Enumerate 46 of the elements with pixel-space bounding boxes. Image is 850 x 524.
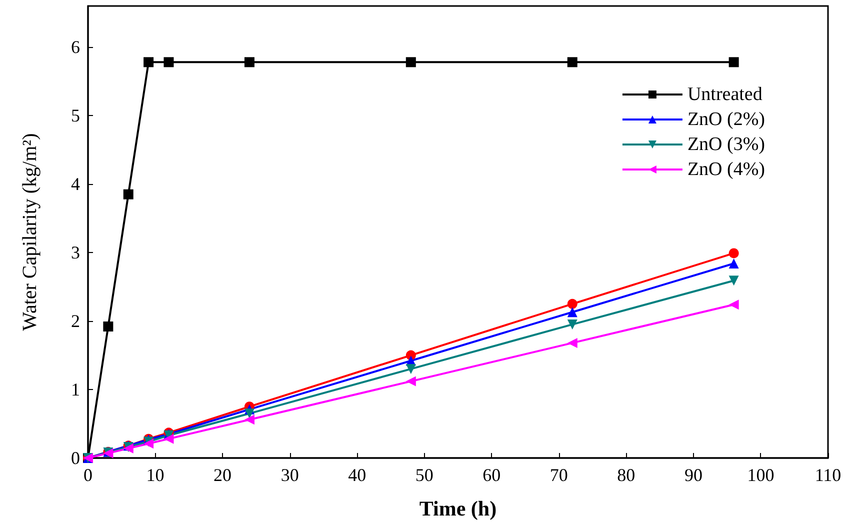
legend-label: ZnO (2%) <box>687 109 766 130</box>
y-tick-label: 0 <box>71 448 80 468</box>
x-tick-label: 30 <box>280 465 299 485</box>
point <box>103 322 114 332</box>
point <box>567 57 578 68</box>
point <box>406 376 416 386</box>
x-tick-label: 110 <box>814 465 842 485</box>
y-tick-label: 6 <box>71 37 80 58</box>
point <box>728 300 739 310</box>
legend-label: Untreated <box>687 84 763 105</box>
point <box>567 338 578 348</box>
y-tick-label: 3 <box>71 242 80 263</box>
x-tick-label: 0 <box>84 465 92 485</box>
x-tick-label: 80 <box>617 465 636 485</box>
point <box>567 298 578 309</box>
point <box>567 319 578 330</box>
y-tick-label: 4 <box>71 174 80 194</box>
point <box>164 434 174 444</box>
point <box>567 307 578 318</box>
x-tick-label: 50 <box>415 465 434 485</box>
y-tick-label: 1 <box>71 380 80 400</box>
point <box>123 189 134 200</box>
point <box>144 57 154 68</box>
x-tick-label: 40 <box>348 465 366 485</box>
point <box>728 258 739 269</box>
y-tick-label: 5 <box>71 106 80 126</box>
x-tick-label: 10 <box>146 465 164 485</box>
x-tick-label: 100 <box>747 465 774 485</box>
x-tick-label: 60 <box>482 465 501 485</box>
x-axis-title: Time (h) <box>419 496 497 520</box>
legend-label: ZnO (4%) <box>687 159 766 180</box>
point <box>406 364 416 374</box>
point <box>164 57 174 68</box>
point <box>406 57 416 68</box>
point <box>244 408 254 418</box>
y-tick-label: 2 <box>71 311 80 332</box>
x-tick-label: 70 <box>550 465 568 485</box>
point <box>244 414 254 425</box>
point <box>728 248 739 258</box>
point <box>728 57 739 68</box>
x-tick-label: 90 <box>684 465 702 485</box>
point <box>728 276 739 286</box>
point <box>244 57 254 68</box>
legend-label: ZnO (3%) <box>687 134 766 155</box>
y-axis-title: Water Capilarity (kg/m²) <box>19 133 41 331</box>
x-tick-label: 20 <box>214 465 232 485</box>
